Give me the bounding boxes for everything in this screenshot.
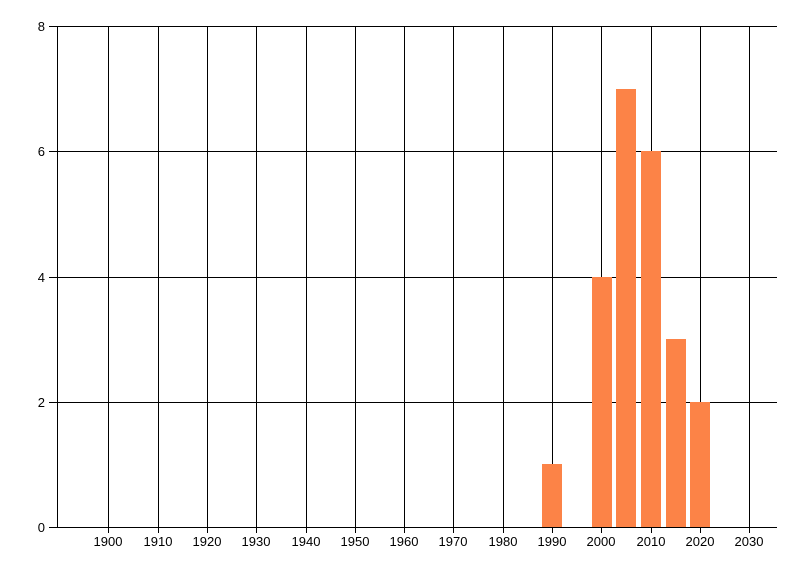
y-gridline	[49, 402, 777, 403]
y-axis-line	[57, 26, 58, 528]
x-gridline	[552, 26, 553, 533]
x-gridline	[256, 26, 257, 533]
x-tick-label: 1930	[241, 534, 271, 549]
y-gridline	[49, 26, 777, 27]
x-gridline	[108, 26, 109, 533]
y-gridline	[49, 277, 777, 278]
bar	[690, 402, 710, 527]
x-gridline	[158, 26, 159, 533]
y-tick-label: 4	[37, 270, 45, 285]
y-tick-label: 0	[37, 520, 45, 535]
x-gridline	[207, 26, 208, 533]
x-gridline	[453, 26, 454, 533]
bar	[542, 464, 562, 527]
x-gridline	[404, 26, 405, 533]
x-tick-label: 1950	[340, 534, 370, 549]
x-tick-label: 1900	[93, 534, 123, 549]
x-tick-label: 1960	[389, 534, 419, 549]
x-tick-label: 1990	[537, 534, 567, 549]
y-tick-label: 6	[37, 144, 45, 159]
x-gridline	[306, 26, 307, 533]
y-tick-label: 2	[37, 395, 45, 410]
x-tick-label: 2000	[586, 534, 616, 549]
bar	[641, 151, 661, 527]
x-tick-label: 1970	[438, 534, 468, 549]
bar	[666, 339, 686, 527]
bar	[592, 277, 612, 527]
x-tick-label: 1920	[192, 534, 222, 549]
x-tick-label: 2010	[636, 534, 666, 549]
y-tick-label: 8	[37, 19, 45, 34]
x-tick-label: 1940	[291, 534, 321, 549]
x-gridline	[700, 26, 701, 533]
x-tick-label: 2020	[685, 534, 715, 549]
bar	[616, 89, 636, 527]
y-gridline	[49, 151, 777, 152]
y-gridline	[49, 527, 777, 528]
x-gridline	[749, 26, 750, 533]
x-tick-label: 2030	[734, 534, 764, 549]
x-gridline	[503, 26, 504, 533]
x-gridline	[355, 26, 356, 533]
x-tick-label: 1910	[143, 534, 173, 549]
x-tick-label: 1980	[488, 534, 518, 549]
